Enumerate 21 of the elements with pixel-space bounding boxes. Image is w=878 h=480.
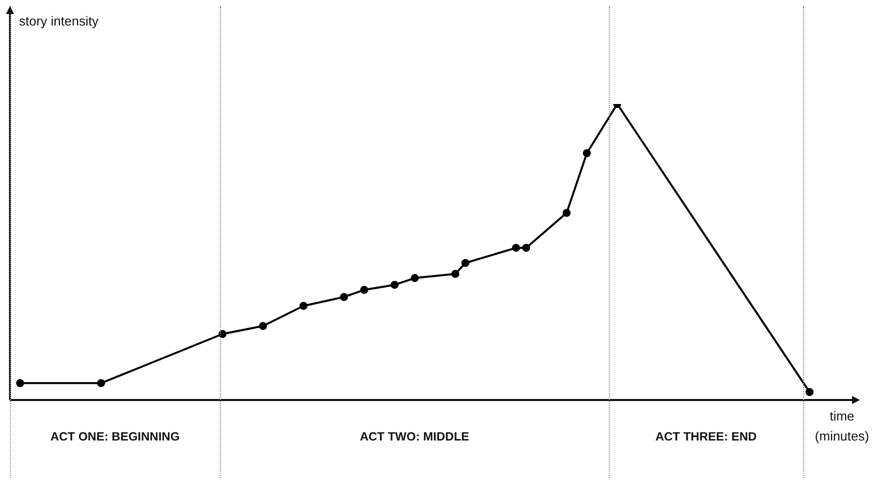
text: ACT TWO: MIDDLE [360, 429, 470, 444]
text: ACT THREE: END [655, 429, 757, 444]
point [390, 280, 399, 289]
point [259, 322, 268, 330]
point [410, 274, 419, 282]
point [806, 388, 814, 396]
point [562, 208, 571, 217]
text: ACT ONE: BEGINNING [50, 429, 180, 444]
point [360, 286, 368, 294]
point [461, 258, 470, 267]
point [299, 302, 308, 310]
point [451, 270, 460, 278]
x-axis-title: time (minutes) [814, 408, 870, 444]
point [522, 244, 530, 252]
point [340, 292, 348, 301]
point [97, 379, 106, 388]
point [582, 149, 591, 158]
point [218, 330, 227, 338]
point [16, 379, 24, 388]
point [512, 244, 520, 252]
text: story intensity [19, 14, 99, 29]
